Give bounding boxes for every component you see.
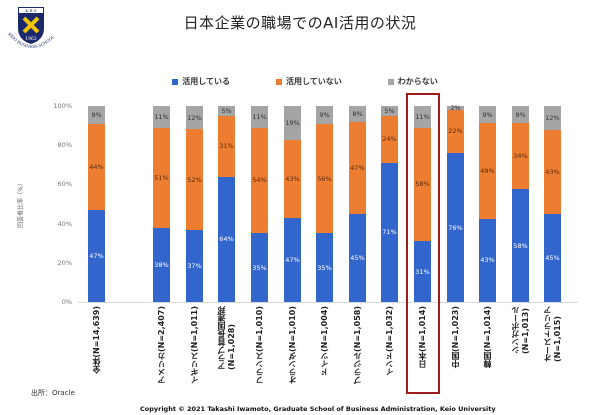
y-tick: 80% (57, 141, 72, 149)
bar-segment-unknown: 5% (218, 106, 235, 116)
bar-segment-used: 47% (88, 209, 105, 302)
bar-segment-used: 58% (512, 189, 529, 302)
x-axis-label: イギリス(N=1,011) (189, 306, 199, 385)
bar-segment-unknown: 8% (349, 106, 366, 122)
x-axis-label: インド(N=1,032) (384, 306, 394, 377)
bar-segment-used: 45% (544, 213, 561, 302)
legend-item-unknown: わからない (387, 76, 438, 87)
bar-segment-unknown: 11% (414, 106, 431, 128)
bar-segment-unknown: 12% (544, 106, 561, 130)
bar-segment-unknown: 9% (512, 106, 529, 124)
bar-stack: 35% 56% 9% (316, 106, 333, 302)
bar-stack: 58% 34% 9% (512, 106, 529, 302)
bar-segment-unknown: 9% (479, 106, 496, 124)
bar-stack: 38% 51% 11% (153, 106, 170, 302)
bar-segment-notused: 44% (88, 123, 105, 210)
x-axis-label: フランス(N=1,010) (254, 306, 264, 385)
bar-segment-notused: 52% (186, 129, 203, 231)
bar-segment-notused: 54% (251, 127, 268, 234)
chart-legend: 活用している 活用していない わからない (0, 76, 600, 87)
bar-segment-unknown: 11% (153, 106, 170, 128)
x-axis-label: オーストラリア (N=1,015) (542, 306, 562, 362)
bar-segment-notused: 58% (414, 127, 431, 242)
bar-segment-notused: 22% (447, 109, 464, 154)
x-axis-label: 中国(N=1,023) (450, 306, 460, 369)
x-axis-label: アメリカ(N=2,407) (156, 306, 166, 385)
y-tick: 100% (53, 102, 72, 110)
y-tick: 20% (57, 259, 72, 267)
bar-stack: 76% 22% 2% (447, 104, 464, 302)
legend-swatch-unknown (387, 78, 394, 85)
bar-segment-used: 37% (186, 230, 203, 302)
x-axis-label: オランダ(N=1,010) (287, 306, 297, 385)
legend-swatch-used (172, 78, 179, 85)
x-axis-label: 韓国(N=1,014) (482, 306, 492, 369)
bar-segment-unknown: 11% (251, 106, 268, 128)
y-axis-title: 回答者比率（%） (17, 180, 25, 228)
bar-stack: 45% 43% 12% (544, 106, 561, 302)
bar-stack: 71% 24% 5% (381, 106, 398, 302)
bar-stack: 31% 58% 11% (414, 106, 431, 302)
legend-label: わからない (397, 77, 438, 86)
bar-segment-used: 35% (316, 233, 333, 302)
y-tick: 0% (61, 298, 72, 306)
x-axis-label: ドイツ(N=1,004) (319, 306, 329, 377)
bar-segment-notused: 31% (218, 115, 235, 177)
bar-stack: 47% 44% 9% (88, 106, 105, 302)
bar-stack: 43% 49% 9% (479, 106, 496, 302)
bar-segment-notused: 47% (349, 121, 366, 214)
bar-segment-notused: 56% (316, 123, 333, 234)
bar-segment-used: 47% (284, 217, 301, 302)
copyright-text: Copyright © 2021 Takashi Iwamoto, Gradua… (140, 405, 496, 413)
bar-stack: 47% 43% 19% (284, 106, 301, 302)
bar-segment-unknown: 2% (447, 104, 464, 112)
legend-label: 活用していない (286, 77, 342, 86)
legend-item-not-used: 活用していない (276, 76, 342, 87)
svg-text:K B S: K B S (25, 8, 36, 13)
bar-segment-notused: 24% (381, 115, 398, 163)
bar-segment-used: 43% (479, 218, 496, 302)
bar-segment-unknown: 5% (381, 106, 398, 116)
bar-segment-used: 35% (251, 233, 268, 302)
bar-segment-unknown: 9% (88, 106, 105, 124)
bar-segment-unknown: 9% (316, 106, 333, 124)
bar-segment-used: 38% (153, 227, 170, 302)
bar-stack: 45% 47% 8% (349, 106, 366, 302)
svg-text:1962: 1962 (25, 36, 37, 42)
legend-label: 活用している (182, 77, 230, 86)
bar-stack: 37% 52% 12% (186, 106, 203, 302)
bar-segment-used: 64% (218, 176, 235, 302)
y-tick: 40% (57, 220, 72, 228)
bar-segment-used: 76% (447, 153, 464, 302)
x-axis-label: 全体(N=14,639) (91, 306, 101, 374)
bar-segment-notused: 43% (544, 129, 561, 214)
japan-highlight-box (406, 93, 440, 394)
chart-title: 日本企業の職場でのAI活用の状況 (183, 14, 417, 32)
kbs-logo: 1962 K B S KEIO BUSINESS SCHOOL (4, 4, 62, 52)
legend-item-used: 活用している (172, 76, 230, 87)
x-axis-label: アラブ首長国連邦 (N=1,028) (216, 306, 236, 370)
legend-swatch-not-used (276, 78, 282, 85)
bar-stack: 64% 31% 5% (218, 106, 235, 302)
bar-segment-notused: 43% (284, 140, 301, 218)
bar-segment-used: 31% (414, 241, 431, 302)
bar-stack: 35% 54% 11% (251, 106, 268, 302)
x-axis-baseline (78, 302, 578, 303)
bar-segment-notused: 51% (153, 127, 170, 228)
bar-segment-used: 45% (349, 213, 366, 302)
source-note: 出所：Oracle (31, 389, 75, 397)
bar-segment-unknown: 12% (186, 106, 203, 130)
bar-segment-used: 71% (381, 162, 398, 302)
x-axis-label: ブラジル(N=1,058) (352, 306, 362, 385)
y-tick: 60% (57, 180, 72, 188)
bar-segment-notused: 49% (479, 123, 496, 219)
bar-segment-unknown: 19% (284, 106, 301, 141)
bar-segment-notused: 34% (512, 123, 529, 190)
x-axis-label: シンガポール (N=1,013) (510, 306, 530, 354)
